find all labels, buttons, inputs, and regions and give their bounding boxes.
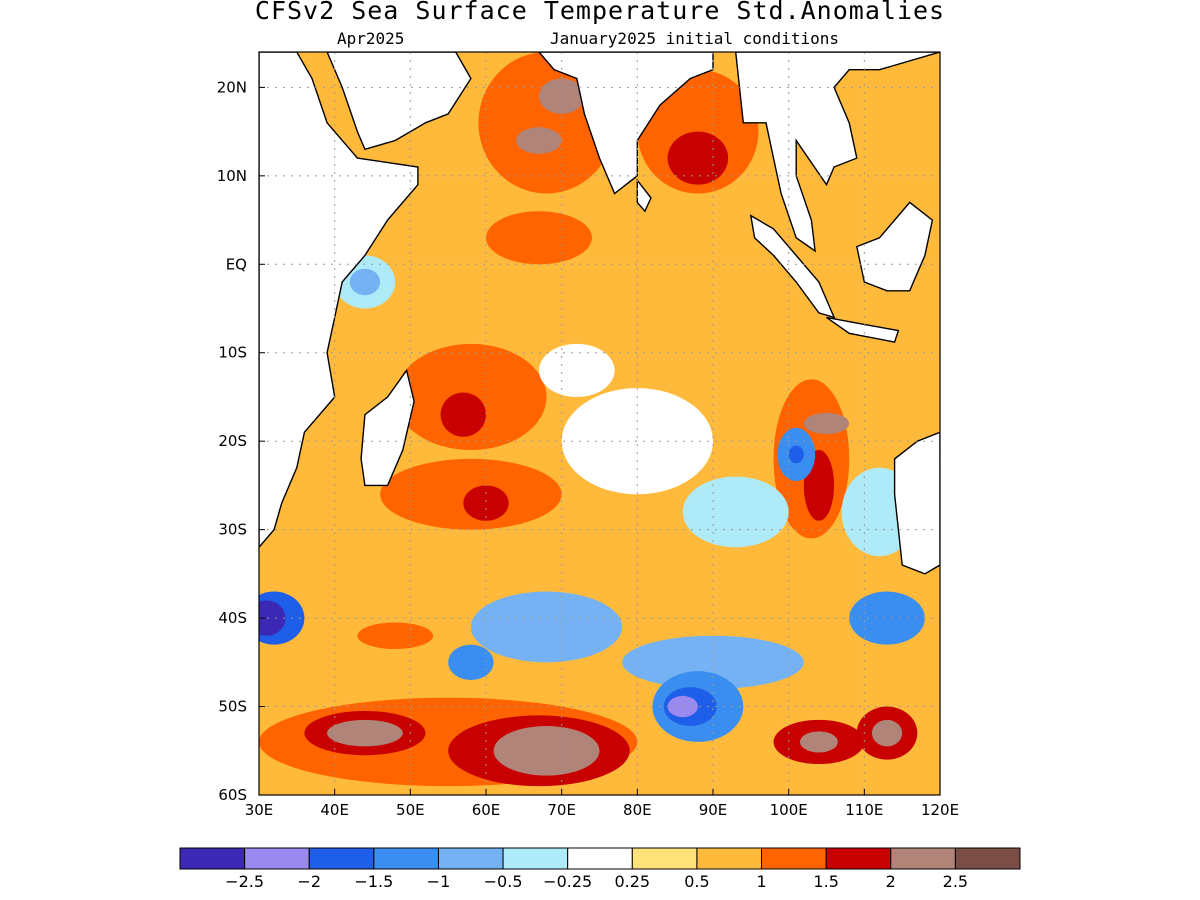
land-sri-lanka: [636, 178, 652, 213]
anomaly-region: [440, 392, 486, 437]
colorbar-swatch: [179, 847, 246, 870]
colorbar-label: −0.5: [484, 872, 523, 891]
colorbar-swatch: [761, 847, 827, 870]
anomaly-region: [849, 591, 925, 645]
colorbar-label: −2: [297, 872, 321, 891]
lat-tick-label: 10S: [218, 344, 247, 362]
anomaly-region: [561, 388, 713, 495]
colorbar-swatch: [696, 847, 763, 870]
colorbar-label: 2.5: [943, 872, 968, 891]
colorbar-label: −2.5: [225, 872, 264, 891]
lon-tick-label: 90E: [699, 801, 728, 819]
land-se-asia: [734, 52, 940, 253]
anomaly-region: [516, 127, 562, 154]
grid-layer: [259, 52, 940, 795]
anomaly-region: [538, 78, 585, 114]
lon-tick-label: 70E: [547, 801, 576, 819]
colorbar-label: 1: [756, 872, 766, 891]
lat-tick-label: 20S: [218, 432, 247, 450]
lon-tick-label: 120E: [921, 801, 959, 819]
land-sumatra: [749, 214, 836, 319]
colorbar-swatch: [308, 847, 375, 870]
lat-tick-label: 20N: [217, 78, 247, 96]
lon-tick-label: 110E: [845, 801, 883, 819]
colorbar: −2.5 −2 −1.5 −1 −0.5 −0.25 0.25 0.5 1 1.5 2 2.5: [179, 847, 1021, 891]
lat-tick-label: 30S: [218, 521, 247, 539]
anomaly-region: [871, 719, 903, 747]
anomaly-region: [682, 476, 789, 548]
anomaly-region: [667, 695, 698, 718]
anomaly-region: [622, 635, 804, 689]
anomaly-region: [349, 268, 381, 296]
anomaly-region: [800, 731, 838, 753]
lat-tick-label: 10N: [217, 167, 247, 185]
colorbar-swatch: [437, 847, 504, 870]
lon-tick-label: 80E: [623, 801, 652, 819]
lat-tick-label: 40S: [218, 609, 247, 627]
colorbar-label: −0.25: [543, 872, 592, 891]
forecast-month: Apr2025: [337, 29, 405, 48]
anomaly-region: [470, 591, 623, 663]
lat-tick-label: EQ: [226, 255, 247, 273]
lon-tick-label: 50E: [396, 801, 425, 819]
map-title: CFSv2 Sea Surface Temperature Std.Anomal…: [254, 0, 946, 25]
land-borneo: [855, 201, 934, 292]
anomaly-region: [486, 211, 592, 265]
anomaly-region: [788, 445, 804, 464]
colorbar-swatch: [890, 847, 956, 870]
land-java: [826, 316, 900, 343]
colorbar-swatch: [954, 847, 1021, 870]
anomaly-region: [463, 485, 509, 521]
colorbar-label: 1.5: [813, 872, 838, 891]
anomaly-region: [493, 726, 600, 776]
lat-tick-label: 50S: [218, 698, 247, 716]
land-africa: [259, 52, 419, 549]
anomaly-region: [327, 719, 403, 747]
lat-tick-label: 60S: [218, 786, 247, 804]
colorbar-label: −1.5: [354, 872, 393, 891]
axis-ticks: 30E 40E 50E 60E 70E 80E 90E 100E 110E 120E 20N 10N E…: [217, 78, 959, 819]
colorbar-swatch: [502, 847, 569, 870]
land-layer: [259, 52, 940, 575]
anomaly-region: [667, 131, 729, 185]
map-frame: [258, 51, 941, 796]
colorbar-swatch: [373, 847, 439, 870]
colorbar-label: 0.5: [684, 872, 709, 891]
colorbar-swatch: [631, 847, 698, 870]
anomaly-region: [259, 600, 286, 636]
colorbar-label: 0.25: [614, 872, 650, 891]
land-madagascar: [360, 368, 415, 487]
colorbar-swatch: [567, 847, 633, 870]
anomaly-region: [357, 622, 434, 650]
lon-tick-label: 40E: [320, 801, 349, 819]
anomaly-region: [803, 412, 850, 435]
lon-tick-label: 100E: [770, 801, 808, 819]
initial-conditions: January2025 initial conditions: [550, 29, 839, 48]
colorbar-label: −1: [427, 872, 451, 891]
anomaly-region: [448, 644, 494, 681]
anomaly-region: [538, 343, 615, 397]
colorbar-swatch: [244, 847, 310, 870]
colorbar-label: 2: [886, 872, 896, 891]
land-australia: [893, 431, 940, 575]
lon-tick-label: 60E: [472, 801, 501, 819]
lon-tick-label: 30E: [245, 801, 274, 819]
colorbar-swatch: [825, 847, 892, 870]
